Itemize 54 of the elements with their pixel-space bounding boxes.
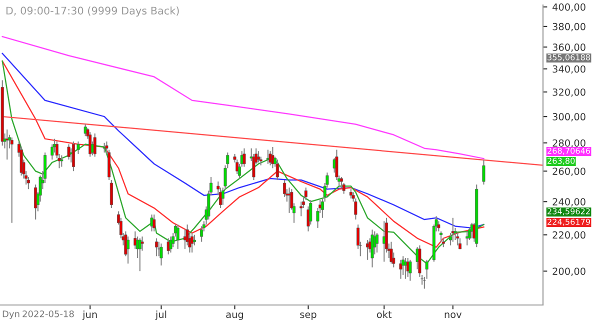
- candlestick: [126, 236, 130, 264]
- candlestick: [6, 128, 9, 160]
- candlestick: [70, 148, 73, 163]
- candlestick: [482, 159, 486, 186]
- candlestick: [276, 159, 279, 181]
- x-tick-label: jun: [82, 310, 97, 320]
- candlestick: [152, 214, 156, 232]
- candlestick: [268, 150, 272, 166]
- text: 234,59622: [548, 208, 590, 216]
- candlestick: [138, 238, 142, 272]
- y-tick-label: 360,00: [552, 44, 586, 52]
- chart-title: D, 09:00-17:30 (9999 Days Back): [6, 6, 179, 17]
- x-tick-label: nov: [444, 312, 462, 318]
- candlestick: [169, 236, 172, 254]
- y-tick-label: 200,00: [552, 268, 586, 276]
- candlestick: [256, 150, 260, 163]
- y-tick-label: 240,00: [552, 198, 586, 206]
- text: 224,56179: [548, 218, 590, 226]
- candlestick: [110, 179, 113, 209]
- y-tick-label: 340,00: [552, 65, 586, 74]
- candlestick: [466, 230, 469, 246]
- candlestick: [242, 148, 246, 168]
- candlestick: [390, 241, 393, 264]
- x-tick-label: sep: [300, 312, 316, 320]
- candlestick: [10, 136, 14, 224]
- candlestick: [382, 220, 386, 262]
- text: 2022-05-18: [22, 310, 74, 318]
- x-tick-label: jul: [155, 310, 166, 320]
- candlestick: [102, 142, 106, 154]
- text: Dyn: [2, 310, 20, 320]
- y-tick-label: 260,00: [552, 168, 586, 176]
- candlestick: [402, 256, 405, 276]
- candlestick: [150, 214, 154, 232]
- x-tick-label: okt: [376, 310, 392, 318]
- candlestick: [349, 188, 352, 200]
- y-tick-label: 380,00: [552, 22, 586, 32]
- candlestick: [84, 124, 87, 137]
- candlestick: [166, 238, 170, 255]
- line-series: [2, 36, 484, 160]
- y-tick-label: 220,00: [552, 231, 586, 240]
- candlestick: [283, 179, 286, 198]
- x-tick-label: aug: [226, 312, 244, 320]
- candlestick: [271, 146, 274, 169]
- candlestick: [399, 259, 402, 280]
- y-tick-label: 300,00: [552, 113, 586, 122]
- candlestick: [60, 154, 64, 168]
- text: 268,70646: [548, 148, 590, 155]
- y-tick-label: 320,00: [552, 88, 586, 97]
- candlestick: [300, 201, 303, 217]
- text: 355,06188: [548, 54, 590, 62]
- candlestick: [408, 259, 412, 282]
- text: 263,80: [548, 158, 575, 165]
- y-tick-label: 280,00: [552, 139, 586, 148]
- y-tick-label: 400,00: [552, 3, 586, 12]
